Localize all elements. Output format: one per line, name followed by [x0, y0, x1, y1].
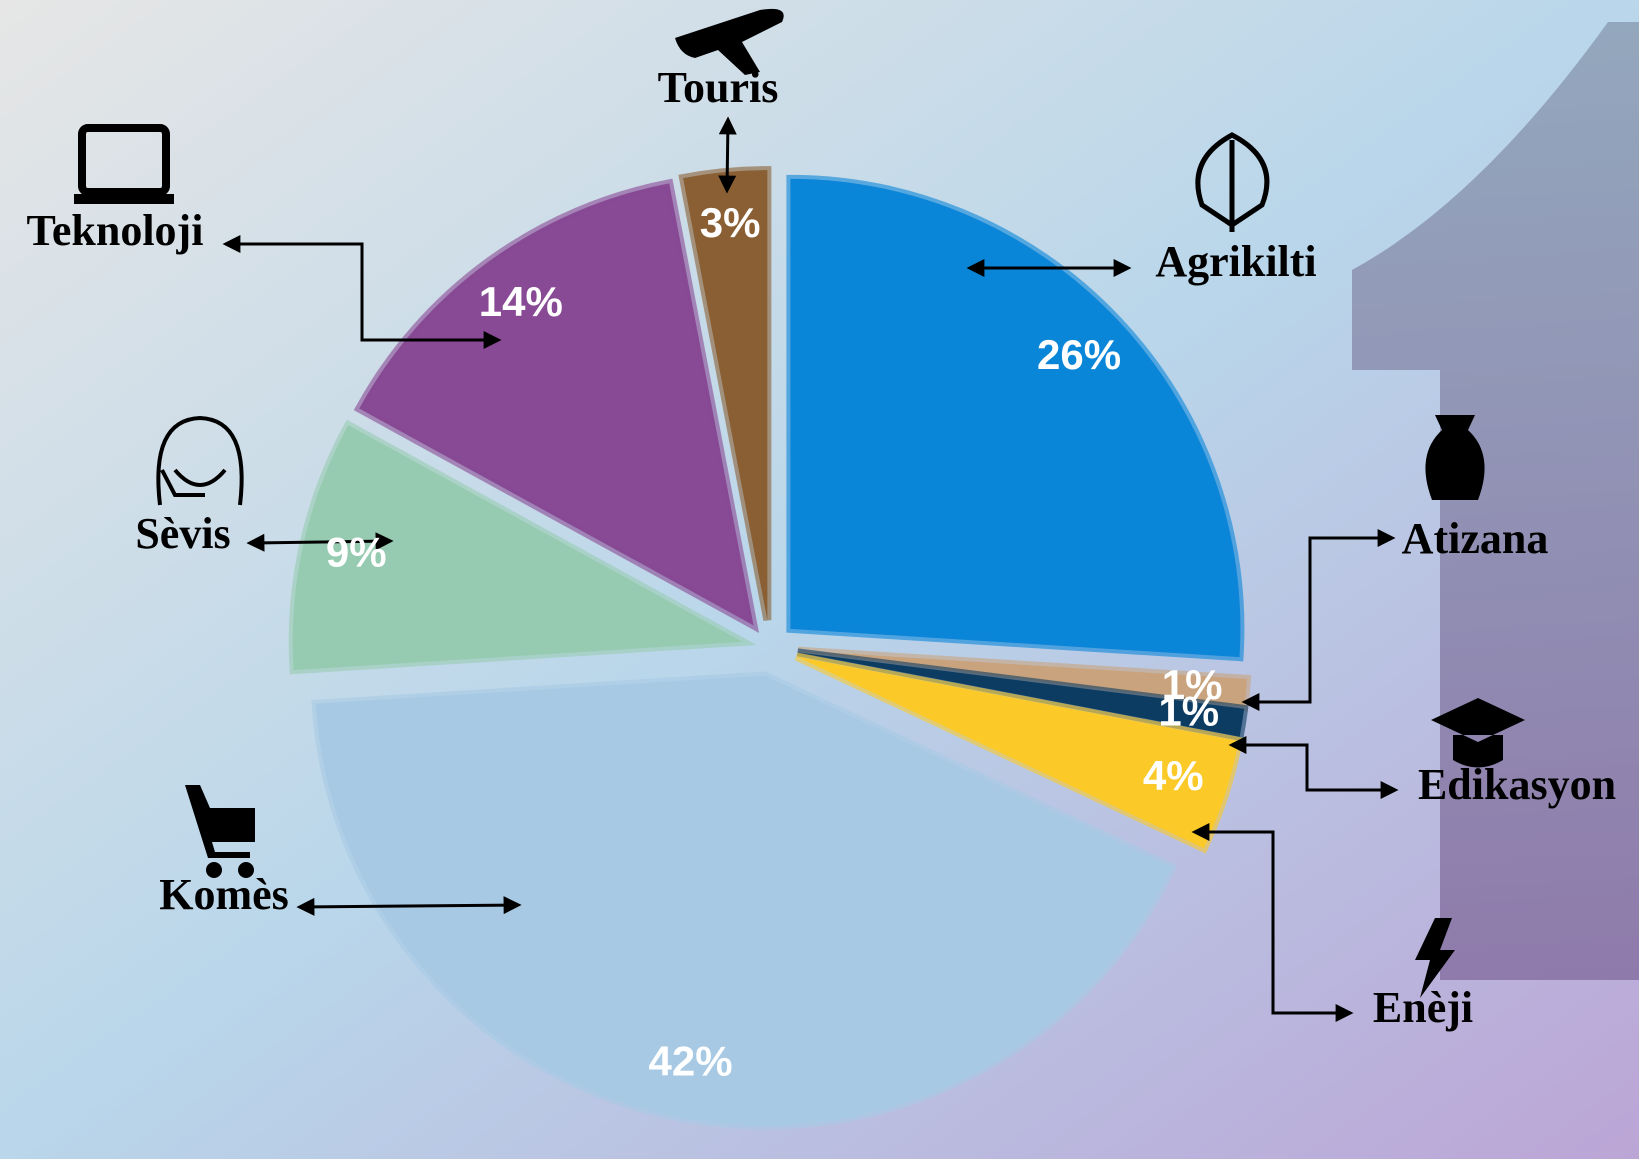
arrow [727, 120, 728, 190]
category-label: Teknoloji [27, 206, 204, 255]
value-label: 42% [649, 1038, 733, 1085]
value-label: 1% [1158, 687, 1219, 734]
value-label: 26% [1037, 331, 1121, 378]
category-label: Sèvis [135, 509, 230, 558]
laptop-base [74, 194, 174, 204]
category-label: Atizana [1402, 514, 1549, 563]
category-label: Edikasyon [1418, 760, 1616, 809]
category-label: Komès [159, 870, 289, 919]
chart: 26%Agrikilti1%Atizana1%Edikasyon4%Enèji4… [0, 0, 1639, 1159]
category-label: Agrikilti [1155, 237, 1316, 286]
category-label: Enèji [1373, 983, 1473, 1032]
value-label: 9% [326, 529, 387, 576]
value-label: 4% [1143, 752, 1204, 799]
arrow [300, 905, 518, 907]
value-label: 14% [479, 278, 563, 325]
value-label: 3% [700, 199, 761, 246]
category-label: Touris [658, 63, 779, 112]
